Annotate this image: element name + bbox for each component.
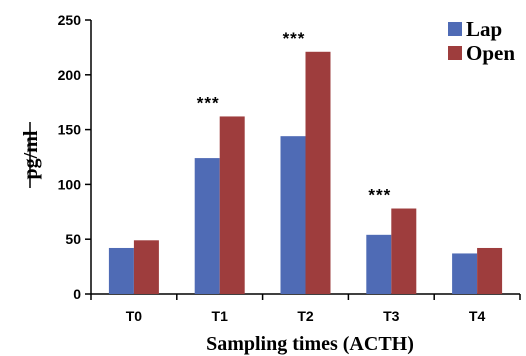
legend-swatch-open — [448, 46, 462, 60]
y-tick-label: 200 — [58, 67, 82, 83]
significance-label: *** — [283, 29, 306, 48]
significance-labels: *** *** *** — [197, 29, 391, 205]
y-tick-label: 250 — [58, 12, 82, 28]
bar-open-t2 — [305, 51, 331, 295]
significance-label: *** — [368, 186, 391, 205]
bar-lap-t4 — [452, 253, 478, 294]
y-axis: 0 50 100 150 200 250 — [29, 12, 92, 302]
y-tick-label: 100 — [58, 176, 82, 192]
x-tick-label: T4 — [469, 308, 486, 324]
x-axis-title: Sampling times (ACTH) — [206, 333, 414, 355]
bars — [108, 51, 503, 295]
bar-lap-t3 — [366, 234, 392, 294]
x-tick-label: T2 — [297, 308, 314, 324]
y-tick-label: 0 — [73, 286, 81, 302]
legend-label-lap: Lap — [466, 17, 502, 41]
x-axis: T0 T1 T2 T3 T4 — [90, 293, 521, 324]
y-axis-title: pg/ml — [20, 130, 42, 179]
bar-open-t1 — [219, 116, 245, 294]
legend-label-open: Open — [466, 41, 515, 65]
x-tick-label: T1 — [212, 308, 229, 324]
y-tick-label: 150 — [58, 122, 82, 138]
legend-swatch-lap — [448, 22, 462, 36]
bar-open-t4 — [477, 247, 503, 294]
x-tick-label: T0 — [126, 308, 143, 324]
bar-open-t0 — [133, 240, 159, 294]
bar-lap-t1 — [194, 158, 220, 294]
x-tick-label: T3 — [383, 308, 400, 324]
y-tick-label: 50 — [65, 231, 81, 247]
bar-open-t3 — [391, 208, 417, 294]
significance-label: *** — [197, 93, 220, 112]
bar-lap-t2 — [280, 136, 306, 294]
bar-lap-t0 — [108, 247, 134, 294]
